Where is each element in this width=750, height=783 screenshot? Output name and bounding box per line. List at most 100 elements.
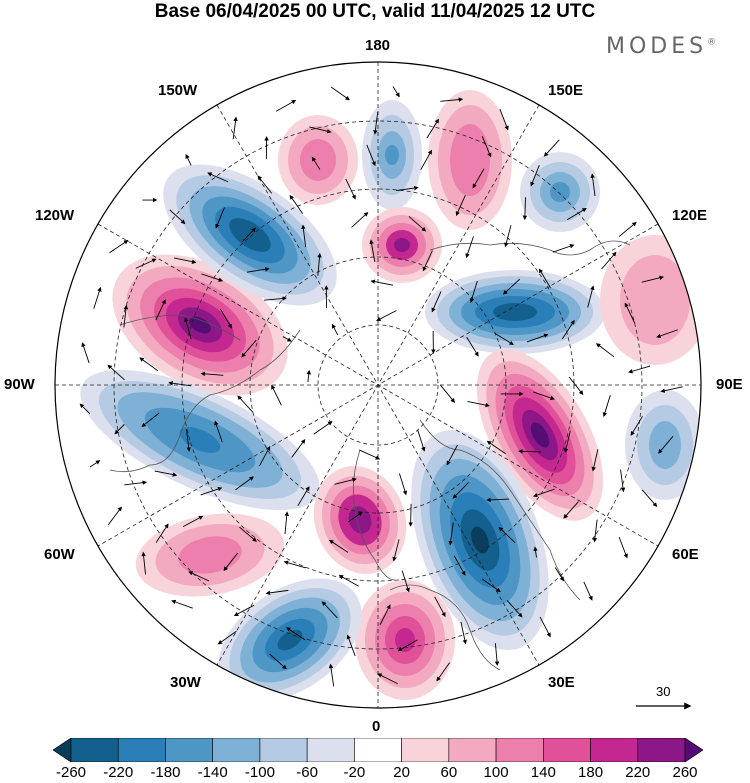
wind-vector-arrow (518, 449, 542, 454)
wind-vector-arrow (328, 663, 335, 687)
wind-vector-arrow (321, 601, 338, 619)
wind-vector-arrow (306, 369, 312, 382)
wind-vector-arrow (124, 480, 148, 486)
wind-vector-arrow (499, 108, 509, 131)
anomaly-asia-high (600, 235, 701, 365)
anomaly-layer (80, 90, 701, 702)
wind-vector-arrow (186, 429, 191, 452)
wind-vector-arrow (109, 239, 129, 254)
wind-vector-arrow (486, 440, 506, 455)
wind-vector-arrow (346, 634, 356, 657)
wind-vector-arrow (311, 156, 321, 170)
registered-mark: ® (707, 37, 717, 48)
colorbar-tick-label: 180 (578, 764, 604, 781)
wind-vector-arrow (504, 225, 512, 248)
wind-vector-arrow (533, 391, 555, 401)
wind-vector-arrow (351, 211, 369, 228)
colorbar-segment (212, 738, 261, 762)
wind-vector-arrow (498, 526, 516, 544)
wind-vector-arrow (392, 539, 400, 562)
wind-vector-arrow (317, 252, 322, 276)
wind-vector-arrow (543, 139, 560, 157)
wind-vector-arrow (370, 279, 394, 286)
wind-vector-arrow (215, 207, 225, 229)
wind-vector-arrow (233, 604, 255, 616)
anomaly-gulf-alaska-low (163, 164, 337, 306)
wind-vector-arrow (486, 497, 510, 503)
colorbar-tick-label: 220 (625, 764, 651, 781)
wind-vector-arrow (448, 522, 454, 546)
wind-vector-arrow (620, 469, 626, 493)
wind-vector-arrow (264, 296, 287, 301)
wind-vector-arrow (641, 275, 664, 283)
wind-vector-arrow (630, 416, 643, 436)
wind-vector-arrow (223, 552, 238, 572)
anomaly-greenland-high (313, 466, 407, 574)
wind-vector-arrow (601, 251, 617, 270)
wind-vector-arrow (184, 317, 192, 340)
wind-vector-arrow (141, 412, 160, 428)
wind-vector-arrow (561, 319, 575, 340)
wind-vector-arrow (328, 539, 349, 553)
wind-vector-arrow (377, 673, 398, 685)
wind-vector-arrow (472, 168, 485, 189)
wind-vector-arrow (219, 308, 232, 329)
wind-vector-arrow (369, 239, 376, 263)
wind-vector-arrow (141, 551, 146, 575)
wind-vector-arrow (239, 526, 257, 542)
wind-vector-arrow (481, 578, 501, 593)
wind-vector-arrow (81, 342, 90, 364)
wind-vector-arrow (309, 126, 332, 134)
colorbar-segment (165, 738, 213, 762)
wind-vector-arrow (494, 332, 514, 345)
wind-vector-arrow (271, 384, 282, 406)
wind-vector-arrow (291, 439, 306, 458)
polar-map[interactable] (0, 0, 750, 735)
colorbar-labels: -260 -220 -180 -140 -100 -60 -20 20 60 100 140 180 2… (0, 764, 750, 783)
colorbar-segment (495, 738, 544, 762)
wind-vector-arrow (123, 304, 129, 328)
wind-vector-arrow (257, 175, 273, 194)
wind-vector-arrow (201, 273, 224, 282)
colorbar-tick-label: -140 (197, 764, 228, 781)
wind-vector-arrow (641, 489, 658, 508)
wind-vector-arrow (628, 365, 651, 374)
colorbar-segment (590, 738, 639, 762)
lon-label-60w: 60W (44, 546, 75, 563)
wind-vector-arrow (467, 401, 490, 408)
anomaly-central-asia-low (625, 390, 701, 500)
wind-vector-arrow (154, 470, 178, 477)
colorbar-segment (117, 738, 166, 762)
wind-vector-arrow (345, 178, 356, 200)
lon-label-90e: 90E (716, 376, 743, 393)
wind-vector-arrow (660, 386, 683, 393)
lon-label-60e: 60E (672, 546, 699, 563)
colorbar-tick-label: -20 (343, 764, 366, 781)
wind-vector-arrow (359, 449, 381, 460)
wind-vector-arrow (591, 449, 599, 472)
wind-vector-arrow (139, 357, 159, 372)
wind-vector-arrow (440, 384, 456, 403)
wind-vector-arrow (392, 86, 400, 98)
wind-vector-arrow (214, 420, 223, 443)
wind-vector-arrow (330, 86, 350, 101)
wind-vector-arrow (169, 209, 186, 225)
wind-vector-arrow (460, 621, 468, 645)
wind-vector-arrow (494, 643, 500, 666)
wind-vector-arrow (426, 118, 439, 139)
wind-vector-arrow (563, 501, 579, 519)
wind-vector-arrow (452, 482, 469, 499)
lon-label-120e: 120E (672, 207, 708, 224)
wind-vector-arrow (506, 600, 523, 618)
vector-legend-value: 30 (656, 684, 671, 699)
wind-vector-arrow (107, 506, 122, 526)
wind-vector-arrow (658, 435, 674, 454)
wind-vector-arrow (155, 523, 169, 543)
colorbar-tick-label: 260 (672, 764, 698, 781)
wind-vector-arrow (246, 267, 270, 273)
wind-vector-arrow (232, 116, 238, 140)
wind-vector-arrow (242, 227, 256, 242)
wind-vector-arrow (395, 185, 419, 192)
wind-vector-arrow (481, 136, 492, 158)
colorbar-tick-label: -100 (244, 764, 275, 781)
